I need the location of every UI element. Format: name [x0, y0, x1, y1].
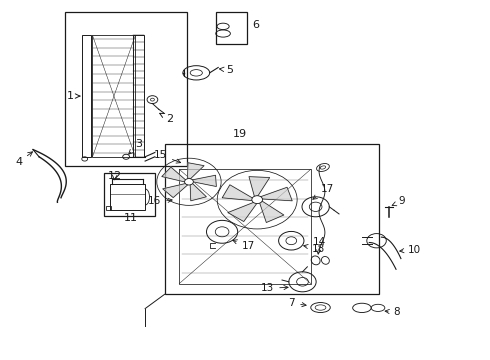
Text: 18: 18 — [304, 244, 325, 253]
Text: 10: 10 — [400, 245, 421, 255]
Bar — [179, 169, 311, 284]
Text: 5: 5 — [220, 65, 234, 75]
Bar — [110, 184, 145, 210]
Text: 7: 7 — [289, 298, 306, 308]
Polygon shape — [192, 175, 217, 186]
Text: 16: 16 — [148, 197, 172, 206]
Polygon shape — [228, 202, 257, 221]
Polygon shape — [260, 201, 284, 222]
Polygon shape — [163, 184, 188, 198]
Polygon shape — [249, 177, 270, 197]
Polygon shape — [190, 183, 206, 201]
Text: 12: 12 — [108, 171, 122, 181]
Text: 13: 13 — [261, 283, 288, 293]
Polygon shape — [188, 163, 204, 179]
Circle shape — [252, 196, 263, 203]
Polygon shape — [222, 185, 253, 201]
Text: 3: 3 — [129, 139, 142, 154]
Text: 2: 2 — [160, 113, 173, 123]
Text: 1: 1 — [67, 91, 80, 101]
Text: 19: 19 — [233, 129, 247, 139]
Text: 6: 6 — [252, 19, 259, 30]
Bar — [216, 12, 247, 44]
Text: 14: 14 — [313, 237, 326, 254]
Text: 11: 11 — [123, 212, 138, 222]
Bar — [65, 12, 187, 166]
Bar — [133, 35, 144, 157]
Text: 17: 17 — [233, 240, 255, 251]
Text: 9: 9 — [392, 197, 405, 206]
Text: 15: 15 — [154, 150, 181, 163]
Bar — [106, 206, 111, 210]
Polygon shape — [260, 187, 292, 201]
Bar — [93, 35, 135, 157]
Bar — [104, 173, 155, 216]
Bar — [165, 144, 379, 294]
Text: 4: 4 — [15, 152, 32, 167]
Bar — [82, 35, 91, 157]
Polygon shape — [162, 167, 186, 182]
Circle shape — [185, 179, 194, 185]
Text: 8: 8 — [385, 307, 400, 317]
Text: 17: 17 — [313, 184, 334, 199]
